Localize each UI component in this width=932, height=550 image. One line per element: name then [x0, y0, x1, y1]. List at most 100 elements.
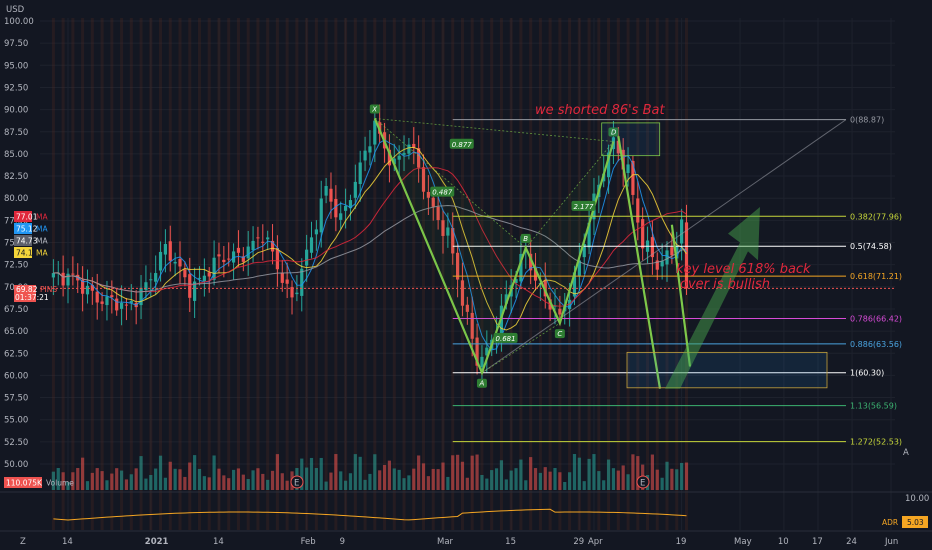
x-tick-label: 14: [62, 537, 73, 547]
volume-bar: [139, 456, 143, 490]
stripe: [470, 18, 474, 530]
earnings-label: E: [294, 479, 299, 489]
volume-bar: [363, 479, 367, 490]
volume-bar: [222, 475, 226, 490]
candle-body: [158, 251, 163, 271]
stripe: [383, 18, 387, 530]
fib-retracement: 0(88.87) 0.382(77.96) 0.5(74.58) 0.618(71.2…: [40, 116, 902, 447]
x-tick-label: Mar: [437, 537, 454, 547]
volume-bar: [490, 470, 494, 490]
fib-level-label: 0(88.87): [850, 116, 884, 125]
volume-bar: [446, 476, 450, 490]
stripe: [90, 18, 94, 530]
volume-bar: [358, 456, 362, 490]
volume-bar: [538, 472, 542, 490]
stripe: [451, 18, 455, 530]
x-tick-label: 14: [213, 537, 224, 547]
ma-tag-1[interactable]: 77.01 MA: [14, 211, 48, 222]
candle-body: [71, 273, 75, 275]
candle-body: [665, 250, 669, 265]
candle-body: [655, 260, 659, 270]
ma-tag-4[interactable]: 74.14 MA: [14, 247, 48, 258]
volume-bar: [275, 454, 280, 490]
candle-body: [295, 292, 299, 295]
candle-body: [314, 229, 318, 235]
stripe: [587, 18, 591, 530]
volume-bar: [602, 480, 606, 490]
candle-body: [582, 243, 586, 258]
volume-bars: [51, 454, 689, 490]
candle-body: [504, 294, 508, 304]
ma-tag-1-value: 77.01: [16, 213, 38, 222]
volume-bar: [188, 462, 192, 490]
x-tick-label: Jun: [884, 537, 898, 547]
currency-label: USD: [6, 5, 25, 15]
stripe: [353, 18, 357, 530]
ratio-box: [493, 332, 518, 343]
volume-bar: [514, 468, 518, 490]
y-tick-label: 67.50: [4, 305, 28, 315]
volume-tag[interactable]: 110.075K Volume: [4, 477, 74, 488]
volume-bar: [256, 468, 260, 490]
stripe: [558, 18, 562, 530]
volume-bar: [56, 468, 60, 490]
candle-body: [280, 272, 284, 283]
candle-body: [431, 197, 435, 207]
candle-body: [139, 287, 143, 306]
volume-bar: [173, 468, 177, 490]
ma-tag-2[interactable]: 75.12 MA: [14, 223, 48, 234]
time-axis[interactable]: 14 2021 14 Feb 9 Mar 15 29 Apr 19 May 10 17 24 Jun: [62, 537, 898, 547]
pattern-helper: [525, 141, 614, 249]
candle-body: [110, 295, 114, 298]
candle-body: [178, 259, 182, 267]
volume-bar: [129, 474, 133, 490]
volume-bar: [606, 459, 611, 490]
ma-tag-3[interactable]: 74.73 MA: [14, 235, 48, 246]
pattern-point-box: [608, 127, 619, 137]
ratio-label: 0.487: [432, 189, 453, 197]
candle-body: [524, 251, 528, 253]
adr-tag[interactable]: ADR 5.03: [882, 516, 928, 528]
y-tick-label: 62.50: [4, 349, 28, 359]
volume-bar: [241, 474, 245, 490]
candle-body: [144, 282, 148, 291]
ma-tag-3-value: 74.73: [16, 237, 38, 246]
fib-level-label: 0.5(74.58): [850, 242, 892, 251]
earnings-label: E: [640, 479, 645, 489]
fib-level-label: 0.886(63.56): [850, 340, 902, 349]
candle-body: [407, 144, 411, 154]
price-tag[interactable]: 69.82 01:37:21 PINS: [14, 285, 57, 302]
candle-body: [475, 337, 479, 366]
stripe: [636, 18, 640, 530]
stripe: [646, 18, 650, 530]
volume-bar: [193, 455, 197, 490]
candle-body: [616, 140, 620, 154]
volume-bar: [475, 454, 479, 490]
x-tick-label: Feb: [301, 537, 316, 547]
y-tick-label: 97.50: [4, 39, 28, 49]
volume-bar: [499, 460, 504, 490]
volume-bar: [548, 471, 552, 490]
candle-body: [329, 188, 333, 202]
volume-bar: [451, 455, 455, 490]
volume-bar: [183, 476, 187, 490]
volume-bar: [460, 461, 465, 490]
auto-scale-letter[interactable]: A: [903, 448, 909, 458]
pattern-point-box: [476, 378, 487, 388]
ma-tag-1-label: MA: [36, 213, 48, 222]
candle-body: [343, 205, 348, 211]
candle-body: [266, 237, 270, 240]
candle-body: [641, 219, 645, 249]
volume-bar: [553, 468, 557, 490]
pattern-helper: [481, 322, 561, 374]
x-tick-label: 10: [778, 537, 789, 547]
annotation-key-level-1: key level 618% back: [676, 262, 811, 277]
candle-body: [680, 219, 684, 244]
stripe: [100, 18, 104, 530]
candle-body: [236, 247, 241, 253]
volume-bar: [105, 480, 109, 490]
zoom-letter[interactable]: Z: [20, 537, 26, 547]
ratio-box: [430, 186, 455, 197]
volume-bar: [144, 478, 148, 490]
